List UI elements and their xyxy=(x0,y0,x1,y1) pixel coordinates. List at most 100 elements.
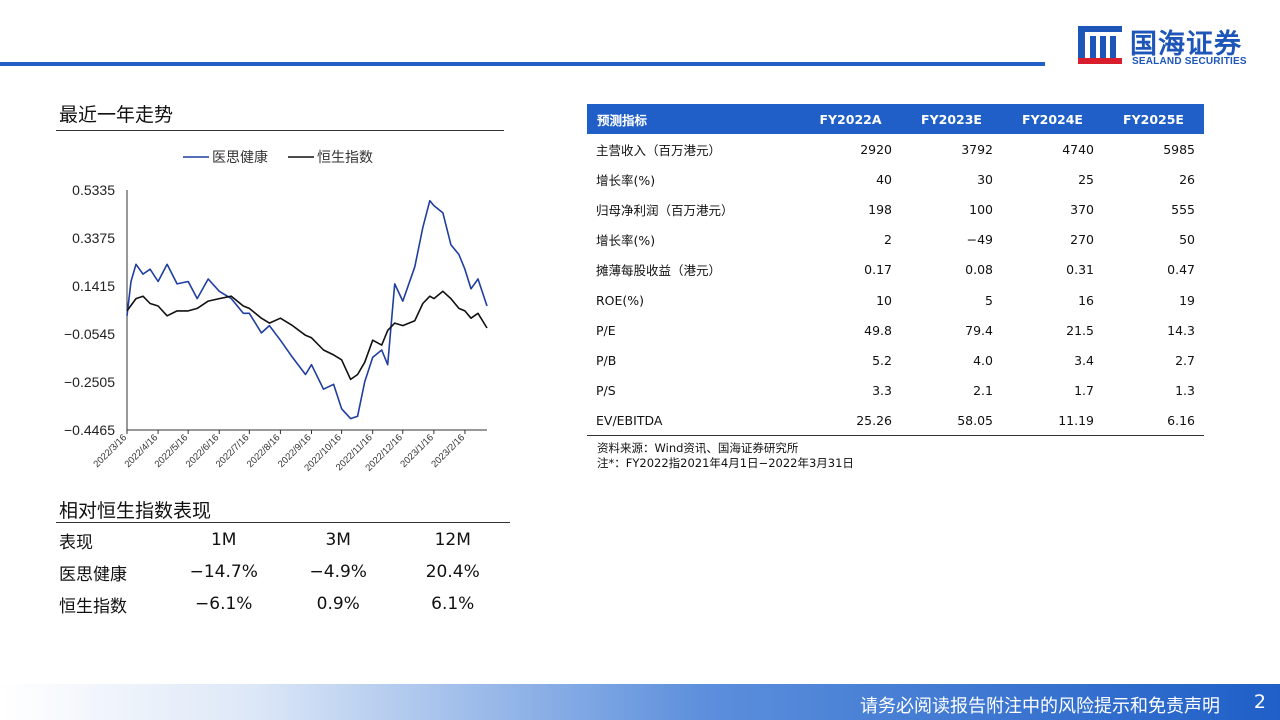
perf-header-row: 表现 1M 3M 12M xyxy=(56,524,510,556)
forecast-cell: 270 xyxy=(1070,232,1094,248)
forecast-row-label: P/E xyxy=(596,322,616,338)
perf-title: 相对恒生指数表现 xyxy=(59,500,212,522)
forecast-cell: 0.08 xyxy=(965,262,993,278)
forecast-cell: 3.4 xyxy=(1074,352,1094,368)
forecast-cell: 5 xyxy=(985,292,993,308)
forecast-cell: 50 xyxy=(1179,232,1195,248)
forecast-cell: 21.5 xyxy=(1066,322,1094,338)
forecast-row-label: ROE(%) xyxy=(596,292,645,308)
logo-text-cn: 国海证券 xyxy=(1130,29,1242,60)
forecast-row-label: 主营收入（百万港元） xyxy=(596,142,722,158)
perf-header-cell: 表现 xyxy=(59,532,93,553)
forecast-cell: 25 xyxy=(1078,171,1094,187)
forecast-header-row: 预测指标 FY2022A FY2023E FY2024E FY2025E xyxy=(587,104,1204,134)
forecast-row-label: 归母净利润（百万港元） xyxy=(596,202,734,218)
forecast-row-label: 增长率(%) xyxy=(596,172,656,188)
perf-cell: 恒生指数 xyxy=(59,596,127,617)
series-line-hsi xyxy=(126,290,488,381)
perf-cell: 20.4% xyxy=(425,562,480,582)
forecast-cell: 30 xyxy=(977,171,993,187)
forecast-row: ROE(%) 10 5 16 19 xyxy=(587,285,1204,315)
y-tick-label: 0.1415 xyxy=(72,278,115,294)
forecast-cell: 2 xyxy=(884,232,892,248)
legend-label: 医思健康 xyxy=(212,149,268,166)
forecast-row: 主营收入（百万港元） 2920 3792 4740 5985 xyxy=(587,134,1204,164)
forecast-row-label: P/B xyxy=(596,352,617,368)
forecast-cell: 6.16 xyxy=(1103,405,1204,437)
forecast-row: 归母净利润（百万港元） 198 100 370 555 xyxy=(587,194,1204,224)
forecast-cell: 5.2 xyxy=(872,352,892,368)
forecast-row: P/S 3.3 2.1 1.7 1.3 xyxy=(587,376,1204,406)
disclaimer-text: 请务必阅读报告附注中的风险提示和免责声明 xyxy=(860,696,1220,717)
forecast-header-cell: FY2022A xyxy=(800,104,901,134)
forecast-cell: 2.7 xyxy=(1175,352,1195,368)
perf-cell: −6.1% xyxy=(195,594,253,614)
perf-cell: 医思健康 xyxy=(59,564,127,585)
forecast-header-cell: FY2024E xyxy=(1002,104,1103,134)
forecast-row: EV/EBITDA 25.26 58.05 11.19 6.16 xyxy=(587,405,1204,437)
source-note: 资料来源：Wind资讯、国海证券研究所 xyxy=(597,441,799,455)
forecast-cell: 5985 xyxy=(1163,141,1195,157)
forecast-cell: 198 xyxy=(868,201,892,217)
forecast-cell: 19 xyxy=(1179,292,1195,308)
forecast-row: 增长率(%) 40 30 25 26 xyxy=(587,164,1204,194)
forecast-row-label: 增长率(%) xyxy=(596,233,656,249)
forecast-cell: −49 xyxy=(966,232,993,248)
forecast-cell: 2.1 xyxy=(973,383,993,399)
forecast-header-cell: FY2025E xyxy=(1103,104,1204,134)
footnote: 注*：FY2022指2021年4月1日−2022年3月31日 xyxy=(597,456,854,470)
perf-cell: −4.9% xyxy=(309,562,367,582)
forecast-row: 摊薄每股收益（港元） 0.17 0.08 0.31 0.47 xyxy=(587,255,1204,285)
forecast-row: P/B 5.2 4.0 3.4 2.7 xyxy=(587,345,1204,375)
header-rule xyxy=(0,62,1045,66)
y-tick-label: −0.2505 xyxy=(64,374,115,390)
forecast-cell: 100 xyxy=(969,201,993,217)
perf-table: 表现 1M 3M 12M 医思健康 −14.7% −4.9% 20.4% 恒生指… xyxy=(56,524,510,620)
trend-chart: 0.5335 0.3375 0.1415 −0.0545 −0.2505 −0.4465 2… xyxy=(40,140,510,485)
forecast-cell: 0.31 xyxy=(1066,262,1094,278)
forecast-cell: 2920 xyxy=(860,141,892,157)
page-number: 2 xyxy=(1253,691,1266,713)
perf-header-cell: 1M xyxy=(210,530,237,550)
trend-chart-svg: 0.5335 0.3375 0.1415 −0.0545 −0.2505 −0.4465 2… xyxy=(64,149,488,474)
y-tick-label: 0.5335 xyxy=(72,182,115,198)
x-tick-label: 2023/2/16 xyxy=(429,432,467,470)
trend-title-rule xyxy=(56,130,504,131)
perf-cell: −14.7% xyxy=(189,562,258,582)
forecast-cell: 10 xyxy=(876,292,892,308)
forecast-cell: 0.47 xyxy=(1167,262,1195,278)
legend-label: 恒生指数 xyxy=(317,150,373,166)
forecast-cell: 555 xyxy=(1171,201,1195,217)
perf-header-cell: 12M xyxy=(434,530,471,550)
trend-title: 最近一年走势 xyxy=(59,104,174,126)
forecast-cell: 370 xyxy=(1070,201,1094,217)
sealand-logo-icon xyxy=(1078,26,1122,64)
forecast-header-cell: 预测指标 xyxy=(587,104,800,134)
logo-text-en: SEALAND SECURITIES xyxy=(1132,56,1247,67)
forecast-row-label: P/S xyxy=(596,383,616,399)
perf-header-cell: 3M xyxy=(325,530,351,550)
forecast-cell: 4.0 xyxy=(973,352,993,368)
forecast-row: P/E 49.8 79.4 21.5 14.3 xyxy=(587,315,1204,345)
perf-row: 医思健康 −14.7% −4.9% 20.4% xyxy=(56,556,510,588)
forecast-cell: 1.3 xyxy=(1175,383,1195,399)
y-tick-label: 0.3375 xyxy=(72,230,115,246)
perf-cell: 6.1% xyxy=(431,594,475,614)
forecast-cell: 25.26 xyxy=(800,405,901,437)
forecast-cell: 11.19 xyxy=(1002,405,1103,437)
forecast-cell: 26 xyxy=(1179,171,1195,187)
forecast-cell: 4740 xyxy=(1062,141,1094,157)
forecast-cell: 49.8 xyxy=(864,322,892,338)
forecast-table: 预测指标 FY2022A FY2023E FY2024E FY2025E 主营收… xyxy=(587,104,1204,437)
forecast-row-label: 摊薄每股收益（港元） xyxy=(596,263,722,279)
series-line-yisi xyxy=(126,199,488,420)
forecast-cell: 79.4 xyxy=(965,322,993,338)
forecast-row-label: EV/EBITDA xyxy=(587,405,800,437)
sealand-logo: 国海证券 SEALAND SECURITIES xyxy=(1076,20,1256,70)
forecast-notes: 资料来源：Wind资讯、国海证券研究所 注*：FY2022指2021年4月1日−… xyxy=(597,441,854,471)
forecast-cell: 16 xyxy=(1078,292,1094,308)
forecast-header-cell: FY2023E xyxy=(901,104,1002,134)
forecast-cell: 1.7 xyxy=(1074,383,1094,399)
forecast-cell: 3792 xyxy=(961,141,993,157)
perf-row: 恒生指数 −6.1% 0.9% 6.1% xyxy=(56,588,510,620)
